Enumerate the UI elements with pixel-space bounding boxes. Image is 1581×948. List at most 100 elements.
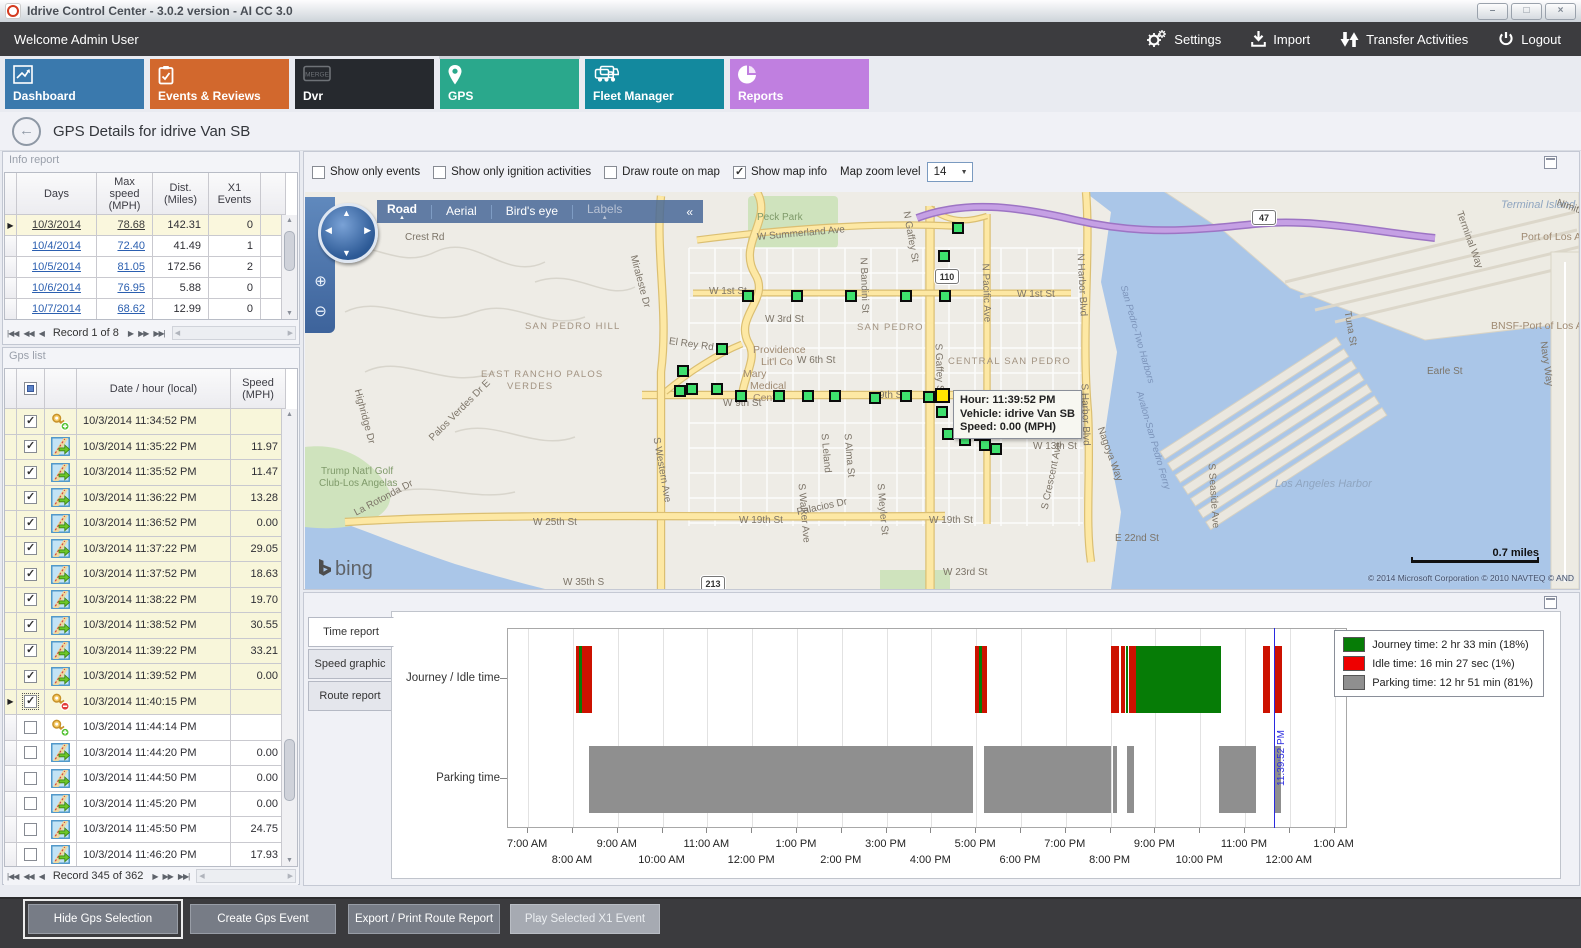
maximize-button[interactable]: □ (1511, 3, 1542, 20)
day-link[interactable]: 10/6/2014 (32, 282, 81, 294)
pan-down-icon[interactable]: ▼ (342, 248, 351, 258)
checkbox-cell[interactable] (17, 741, 45, 767)
create-gps-event-button[interactable]: Create Gps Event (190, 904, 336, 934)
gps-marker[interactable] (829, 390, 841, 402)
row-checkbox[interactable] (24, 823, 37, 836)
max-speed-link[interactable]: 76.95 (117, 282, 145, 294)
last-page-button[interactable]: ▶▶| (178, 872, 189, 881)
checkbox-cell[interactable] (17, 562, 45, 588)
day-link[interactable]: 10/7/2014 (32, 303, 81, 315)
export-print-route-report-button[interactable]: Export / Print Route Report (348, 904, 500, 934)
tab-speed-graphic[interactable]: Speed graphic (308, 649, 392, 679)
checkbox-cell[interactable] (17, 843, 45, 868)
checkbox-box[interactable] (312, 166, 325, 179)
gps-row[interactable]: 10/3/2014 11:39:22 PM33.21 (5, 639, 297, 665)
topbar-logout-button[interactable]: Logout (1498, 31, 1561, 47)
column-header-days[interactable]: Days (17, 173, 97, 215)
gps-row[interactable]: 10/3/2014 11:37:52 PM18.63 (5, 562, 297, 588)
gps-marker[interactable] (952, 222, 964, 234)
checkbox-cell[interactable] (17, 792, 45, 818)
pan-left-icon[interactable]: ◀ (325, 225, 332, 236)
prev-page-button[interactable]: ◀ (39, 872, 44, 881)
row-checkbox[interactable] (24, 415, 37, 428)
checkbox-box[interactable] (604, 166, 617, 179)
gps-marker[interactable] (742, 290, 754, 302)
table-row[interactable]: 10/7/201468.6212.990 (5, 299, 297, 320)
first-page-button[interactable]: |◀◀ (7, 329, 18, 338)
gps-marker[interactable] (735, 390, 747, 402)
row-checkbox[interactable] (24, 772, 37, 785)
gps-row[interactable]: 10/3/2014 11:34:52 PM (5, 409, 297, 435)
day-link[interactable]: 10/5/2014 (32, 261, 81, 273)
horizontal-scrollbar[interactable]: ◀▶ (172, 326, 296, 340)
gps-marker[interactable] (802, 390, 814, 402)
max-speed-cell[interactable]: 76.95 (97, 278, 153, 299)
vertical-scrollbar[interactable]: ▲▼ (281, 215, 297, 319)
tab-dvr[interactable]: MERGEDvr (295, 59, 434, 109)
gps-row[interactable]: 10/3/2014 11:46:20 PM17.93 (5, 843, 297, 868)
tab-route-report[interactable]: Route report (308, 681, 392, 711)
gps-row[interactable]: 10/3/2014 11:35:52 PM11.47 (5, 460, 297, 486)
checkbox-cell[interactable] (17, 511, 45, 537)
map-zoom-out-button[interactable]: ⊖ (312, 304, 329, 321)
scrollbar-thumb[interactable] (284, 739, 295, 801)
tab-gps[interactable]: GPS (440, 59, 579, 109)
first-page-button[interactable]: |◀◀ (7, 872, 18, 881)
tab-events-reviews[interactable]: Events & Reviews (150, 59, 289, 109)
next-group-button[interactable]: ▶▶ (138, 329, 148, 338)
max-speed-cell[interactable]: 78.68 (97, 215, 153, 236)
prev-group-button[interactable]: ◀◀ (23, 329, 33, 338)
row-checkbox[interactable] (24, 695, 37, 708)
checkbox-cell[interactable] (17, 817, 45, 843)
next-group-button[interactable]: ▶▶ (163, 872, 173, 881)
prev-group-button[interactable]: ◀◀ (23, 872, 33, 881)
checkbox-show-only-ignition-activities[interactable]: Show only ignition activities (433, 166, 591, 179)
map-mode-road[interactable]: Road▲ (387, 203, 417, 220)
row-checkbox[interactable] (24, 517, 37, 530)
map-pan-compass[interactable]: ▲ ▼ ◀ ▶ (318, 203, 378, 263)
gps-marker[interactable] (900, 290, 912, 302)
column-header-date-hour-local[interactable]: Date / hour (local) (77, 369, 231, 409)
row-checkbox[interactable] (24, 568, 37, 581)
checkbox-cell[interactable] (17, 435, 45, 461)
next-page-button[interactable]: ▶ (128, 329, 133, 338)
vertical-scrollbar[interactable]: ▲▼ (281, 409, 297, 866)
gps-marker[interactable] (936, 406, 948, 418)
gps-row[interactable]: 10/3/2014 11:38:22 PM19.70 (5, 588, 297, 614)
day-cell[interactable]: 10/6/2014 (17, 278, 97, 299)
scroll-up-icon[interactable]: ▲ (282, 411, 297, 418)
gps-row[interactable]: 10/3/2014 11:38:52 PM30.55 (5, 613, 297, 639)
checkbox-cell[interactable] (17, 409, 45, 435)
gps-marker[interactable] (677, 365, 689, 377)
max-speed-link[interactable]: 72.40 (117, 240, 145, 252)
collapse-map-bar-button[interactable]: « (686, 205, 693, 219)
checkbox-cell[interactable] (17, 486, 45, 512)
gps-row[interactable]: 10/3/2014 11:36:22 PM13.28 (5, 486, 297, 512)
prev-page-button[interactable]: ◀ (39, 329, 44, 338)
select-all-checkbox[interactable] (24, 382, 37, 395)
max-speed-link[interactable]: 68.62 (117, 303, 145, 315)
checkbox-cell[interactable] (17, 664, 45, 690)
tab-time-report[interactable]: Time report (308, 617, 394, 647)
scrollbar-thumb[interactable] (284, 231, 295, 271)
row-checkbox[interactable] (24, 440, 37, 453)
day-link[interactable]: 10/4/2014 (32, 240, 81, 252)
max-speed-link[interactable]: 78.68 (117, 219, 145, 231)
column-header-speed-mph[interactable]: Speed (MPH) (231, 369, 286, 409)
gps-marker[interactable] (711, 383, 723, 395)
tab-fleet-manager[interactable]: Fleet Manager (585, 59, 724, 109)
topbar-transfer-activities-button[interactable]: Transfer Activities (1340, 31, 1468, 48)
checkbox-show-map-info[interactable]: Show map info (733, 166, 827, 179)
panel-maximize-icon[interactable] (1544, 596, 1557, 609)
gps-marker[interactable] (869, 392, 881, 404)
row-checkbox[interactable] (24, 746, 37, 759)
gps-row[interactable]: 10/3/2014 11:35:22 PM11.97 (5, 435, 297, 461)
last-page-button[interactable]: ▶▶| (153, 329, 164, 338)
hide-gps-selection-button[interactable]: Hide Gps Selection (28, 904, 178, 934)
close-button[interactable]: × (1545, 3, 1576, 20)
gps-row[interactable]: 10/3/2014 11:44:14 PM (5, 715, 297, 741)
map-zoom-level-select[interactable]: 14▼ (927, 162, 973, 182)
select-all-header[interactable] (17, 369, 45, 409)
checkbox-cell[interactable] (17, 460, 45, 486)
gps-marker[interactable] (900, 390, 912, 402)
